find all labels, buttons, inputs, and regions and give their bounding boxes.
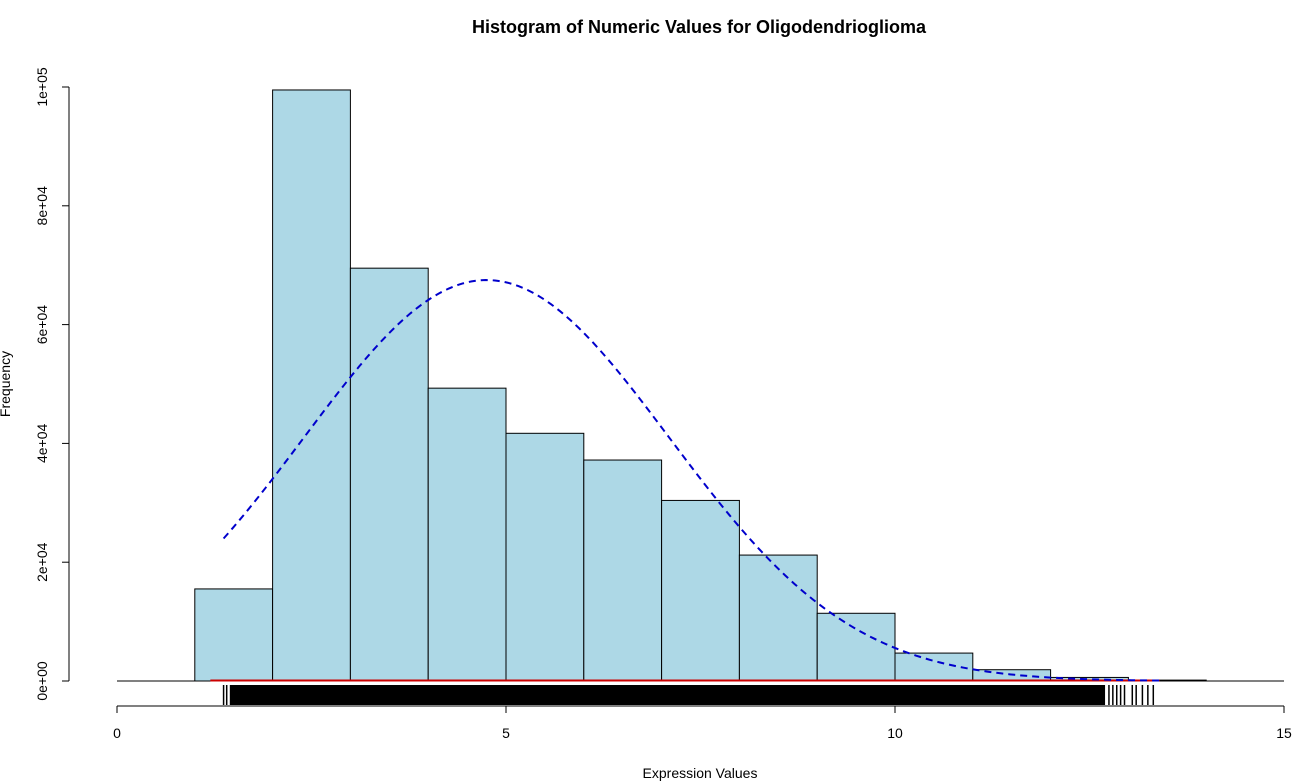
histogram-bar-6 <box>661 499 740 682</box>
histogram-bar-1 <box>272 89 351 682</box>
x-tick-label-1: 5 <box>502 725 510 741</box>
y-axis: 0e+00 2e+04 4e+04 6e+04 8e+04 1e+05 <box>34 67 70 701</box>
histogram-bar-8 <box>816 612 896 682</box>
histogram-bar-2 <box>349 267 429 682</box>
y-tick-label-3: 6e+04 <box>34 305 50 345</box>
rug-group <box>222 685 1155 705</box>
y-tick-label-5: 1e+05 <box>34 67 50 107</box>
y-tick-label-4: 8e+04 <box>34 186 50 226</box>
y-tick-label-1: 2e+04 <box>34 542 50 582</box>
x-tick-label-0: 0 <box>113 725 121 741</box>
histogram-bar-9 <box>894 652 974 682</box>
histogram-bar-7 <box>738 554 818 682</box>
histogram-bar-4 <box>505 432 585 682</box>
chart-title: Histogram of Numeric Values for Oligoden… <box>472 17 927 37</box>
x-tick-label-2: 10 <box>887 725 903 741</box>
y-axis-label: Frequency <box>0 351 13 417</box>
histogram-bar-3 <box>427 387 507 682</box>
histogram-bar-5 <box>583 459 663 682</box>
rug-dense-block <box>229 685 1106 705</box>
bars-group <box>117 89 1284 682</box>
x-axis: 0 5 10 15 <box>113 705 1292 741</box>
normal-curve-group <box>222 279 1160 682</box>
x-axis-label: Expression Values <box>643 765 758 781</box>
y-tick-label-0: 0e+00 <box>34 661 50 701</box>
x-tick-label-3: 15 <box>1276 725 1292 741</box>
normal-curve <box>222 279 1160 682</box>
histogram-bar-0 <box>194 588 274 682</box>
y-tick-label-2: 4e+04 <box>34 424 50 464</box>
